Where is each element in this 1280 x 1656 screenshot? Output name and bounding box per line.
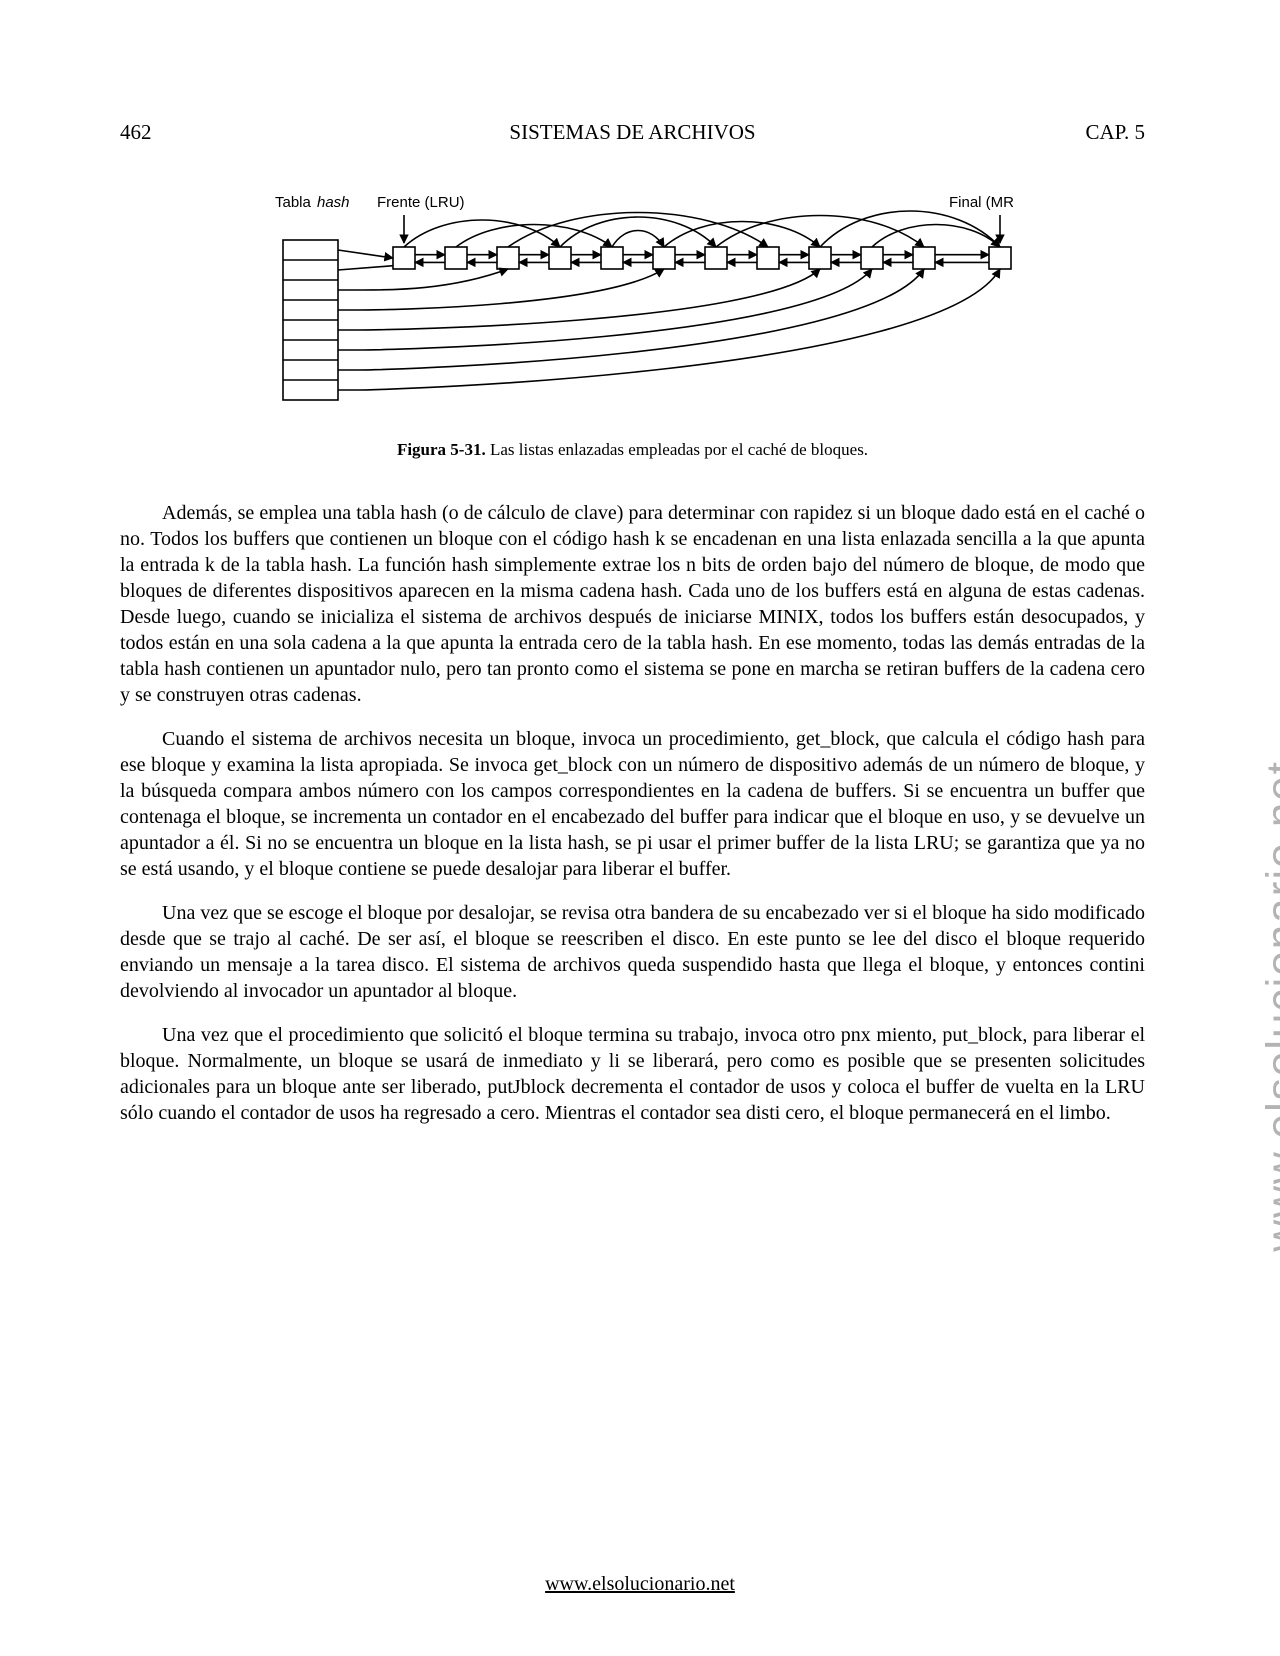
footer-url: www.elsolucionario.net <box>0 1573 1280 1596</box>
paragraph: Una vez que se escoge el bloque por desa… <box>120 900 1145 1004</box>
chapter-title: SISTEMAS DE ARCHIVOS <box>240 120 1025 145</box>
svg-text:Tabla: Tabla <box>275 194 312 211</box>
figure-caption-bold: Figura 5-31. <box>397 440 486 459</box>
paragraph: Además, se emplea una tabla hash (o de c… <box>120 500 1145 708</box>
paragraph: Cuando el sistema de archivos necesita u… <box>120 726 1145 882</box>
svg-text:Final (MRU): Final (MRU) <box>949 194 1013 211</box>
page-number: 462 <box>120 120 240 145</box>
figure-caption: Figura 5-31. Las listas enlazadas emplea… <box>120 440 1145 460</box>
page: 462 SISTEMAS DE ARCHIVOS CAP. 5 Tabla ha… <box>0 0 1280 1204</box>
figure-caption-text: Las listas enlazadas empleadas por el ca… <box>486 440 868 459</box>
svg-text:hash: hash <box>317 194 350 211</box>
figure-svg: Tabla hash Frente (LRU) Final (MRU) <box>253 185 1013 425</box>
page-header: 462 SISTEMAS DE ARCHIVOS CAP. 5 <box>120 120 1145 145</box>
svg-text:Frente (LRU): Frente (LRU) <box>377 194 465 211</box>
figure-5-31: Tabla hash Frente (LRU) Final (MRU) <box>253 185 1013 430</box>
body-text: Además, se emplea una tabla hash (o de c… <box>120 500 1145 1126</box>
chapter-number: CAP. 5 <box>1025 120 1145 145</box>
side-watermark: www.elsolucionario.net <box>1258 760 1280 1252</box>
paragraph: Una vez que el procedimiento que solicit… <box>120 1022 1145 1126</box>
